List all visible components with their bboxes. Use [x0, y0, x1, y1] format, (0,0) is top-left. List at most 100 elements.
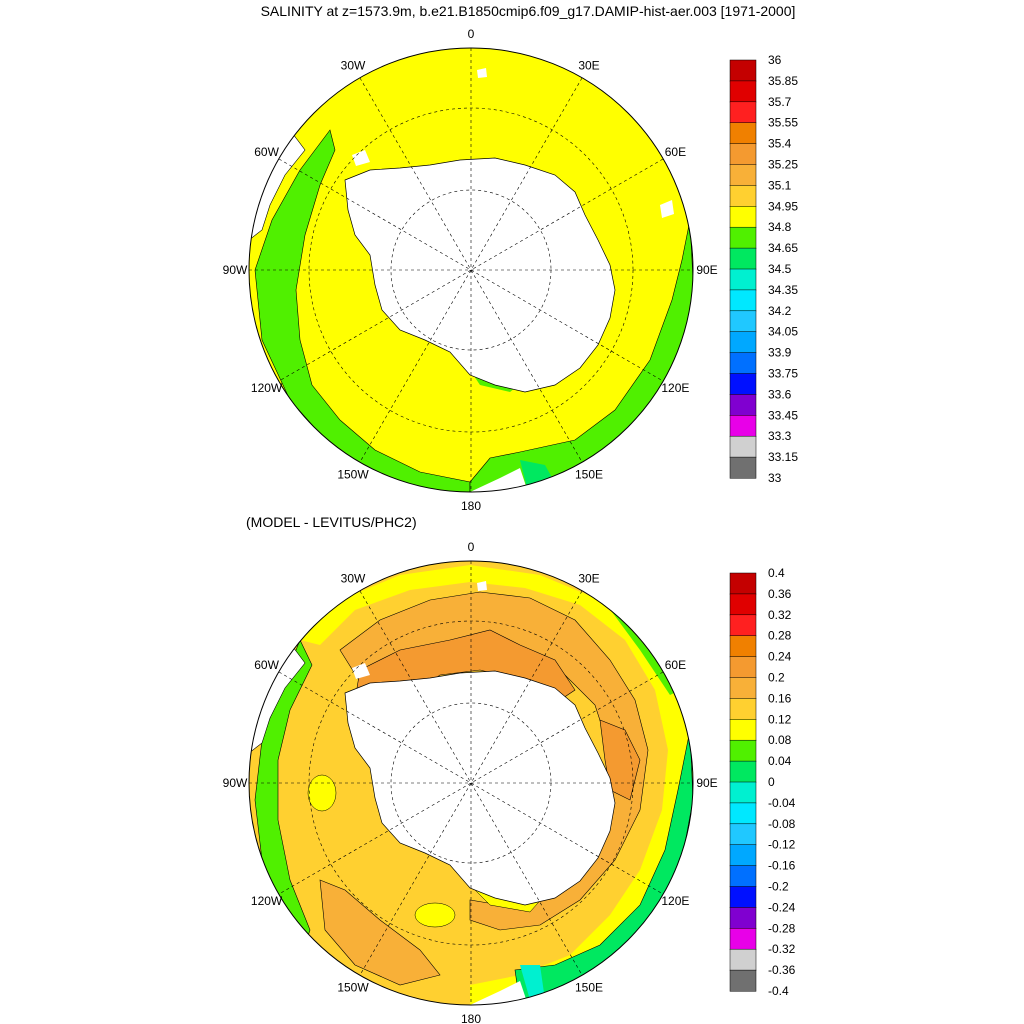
colorbar-tick-label: 0.08	[768, 733, 792, 747]
colorbar-swatch	[729, 164, 757, 186]
colorbar-tick-label: 34.65	[768, 241, 798, 255]
colorbar-swatch	[729, 122, 757, 145]
lon-label: 0	[468, 540, 475, 554]
salinity-graticule	[249, 48, 693, 492]
colorbar-tick-label: 34.35	[768, 283, 798, 297]
colorbar-swatch	[729, 948, 757, 971]
colorbar-swatch	[729, 928, 757, 950]
colorbar-tick-label: 34.05	[768, 325, 798, 339]
colorbar-swatch	[729, 593, 757, 616]
colorbar-tick-label: 0.2	[768, 671, 785, 685]
difference-orange-patch-sw	[319, 879, 441, 986]
salinity-island-c	[660, 200, 674, 218]
colorbar-swatch	[729, 185, 757, 207]
colorbar-swatch	[729, 415, 757, 437]
difference-field	[249, 561, 693, 1005]
colorbar-swatch	[729, 331, 757, 354]
colorbar-tick-label: 0.04	[768, 754, 792, 768]
colorbar-swatch	[729, 677, 757, 699]
figure-title: SALINITY at z=1573.9m, b.e21.B1850cmip6.…	[261, 3, 796, 19]
difference-yellow-band	[300, 565, 693, 1005]
colorbar-tick-label: 35.55	[768, 116, 798, 130]
colorbar-swatch	[729, 823, 757, 846]
colorbar-tick-label: 33	[768, 471, 782, 485]
colorbar-tick-label: -0.04	[768, 796, 796, 810]
colorbar-tick-label: -0.32	[768, 942, 796, 956]
colorbar-tick-label: 33.15	[768, 450, 798, 464]
colorbar-swatch	[729, 310, 757, 333]
colorbar-tick-label: -0.12	[768, 838, 796, 852]
colorbar-swatch	[729, 352, 757, 375]
lon-label: 150E	[575, 980, 603, 994]
colorbar-tick-label: 35.4	[768, 137, 792, 151]
colorbar-swatch	[729, 719, 757, 741]
colorbar-tick-label: 0.12	[768, 712, 792, 726]
colorbar-tick-label: -0.28	[768, 921, 796, 935]
colorbar-swatch	[729, 435, 757, 458]
colorbar-swatch	[729, 101, 757, 124]
colorbar-tick-label: 0.24	[768, 650, 792, 664]
colorbar-swatch	[729, 80, 757, 103]
colorbar-tick-label: 35.7	[768, 95, 792, 109]
difference-yellow-eddy-south	[414, 902, 456, 928]
colorbar-tick-label: 33.75	[768, 367, 798, 381]
colorbar-swatch	[729, 226, 757, 249]
colorbar-tick-label: 0.28	[768, 629, 792, 643]
colorbar-swatch	[729, 781, 757, 804]
difference-cyan-patch	[520, 965, 545, 1000]
difference-lon-labels: 0 30E 60E 90E 120E 150E 180 150W 120W 90W 60W 30W	[223, 540, 718, 1024]
colorbar-swatch	[729, 289, 757, 312]
colorbar-swatch	[729, 206, 757, 228]
colorbar-tick-label: 0.4	[768, 566, 785, 580]
colorbar-swatch	[729, 247, 757, 270]
salinity-map: 0 30E 60E 90E 120E 150E 180 150W 120W 90W 60W 30W	[223, 27, 718, 513]
colorbar-swatch	[729, 656, 757, 679]
lon-label: 90W	[223, 776, 248, 790]
colorbar-tick-label: 36	[768, 53, 782, 67]
colorbar-swatch	[729, 760, 757, 783]
salinity-map-border	[248, 47, 694, 493]
lon-label: 180	[461, 1012, 481, 1024]
colorbar-tick-label: 34.2	[768, 304, 792, 318]
lon-label: 30W	[341, 572, 366, 586]
colorbar-swatch	[729, 969, 757, 992]
colorbar-tick-label: 33.6	[768, 387, 792, 401]
difference-land-antarctica	[344, 670, 616, 906]
colorbar-tick-label: 34.5	[768, 262, 792, 276]
difference-graticule	[249, 561, 693, 1005]
colorbar-tick-label: 0.36	[768, 587, 792, 601]
colorbar-tick-label: 35.1	[768, 178, 792, 192]
colorbar-swatch	[729, 59, 757, 82]
colorbar-swatch	[729, 739, 757, 762]
salinity-land-antarctica	[344, 157, 616, 393]
lon-label: 90E	[696, 776, 717, 790]
colorbar-tick-label: 33.45	[768, 408, 798, 422]
lon-label: 120E	[661, 894, 689, 908]
colorbar-swatch	[729, 373, 757, 395]
salinity-field	[249, 48, 693, 492]
colorbar-tick-label: 34.95	[768, 199, 798, 213]
colorbar-tick-label: -0.16	[768, 859, 796, 873]
colorbar-tick-label: 0.16	[768, 691, 792, 705]
difference-island-b	[477, 581, 487, 591]
difference-map-border	[248, 560, 694, 1006]
difference-colorbar: 0.4 0.36 0.32 0.28 0.24 0.2 0.16 0.12 0.08 0.04 0 -…	[729, 566, 796, 998]
colorbar-swatch	[729, 865, 757, 888]
colorbar-swatch	[729, 635, 757, 658]
colorbar-swatch	[729, 802, 757, 825]
colorbar-tick-label: 33.3	[768, 429, 792, 443]
colorbar-swatch	[729, 572, 757, 595]
colorbar-swatch	[729, 698, 757, 720]
difference-land-nz	[470, 981, 528, 1005]
salinity-island-a	[352, 150, 370, 166]
colorbar-tick-label: -0.36	[768, 963, 796, 977]
lon-label: 150E	[575, 467, 603, 481]
lon-label: 120W	[251, 894, 283, 908]
lon-label: 120E	[661, 381, 689, 395]
colorbar-tick-label: 35.25	[768, 158, 798, 172]
colorbar-swatch	[729, 143, 757, 166]
colorbar-swatch	[729, 394, 757, 416]
lon-label: 60E	[665, 658, 686, 672]
colorbar-tick-label: 34.8	[768, 220, 792, 234]
